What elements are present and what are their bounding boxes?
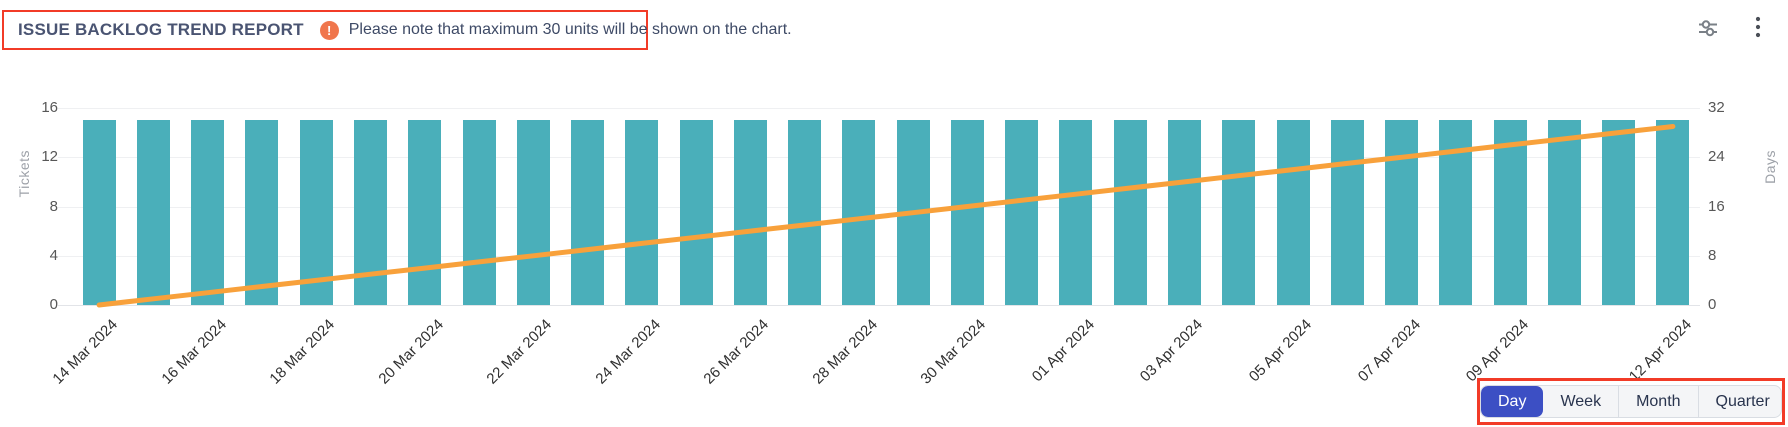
bar	[1276, 120, 1310, 305]
left-axis-tick-label: 8	[49, 197, 58, 215]
bar	[950, 120, 984, 305]
bar	[1167, 120, 1201, 305]
chart-toolbar	[1694, 14, 1772, 42]
bar	[462, 120, 496, 305]
bar	[571, 120, 605, 305]
period-switcher: Day Week Month Quarter	[1480, 385, 1782, 418]
period-button-day[interactable]: Day	[1481, 386, 1544, 417]
right-axis-tick-label: 8	[1708, 246, 1717, 264]
bar	[842, 120, 876, 305]
x-axis-tick-label: 20 Mar 2024	[375, 316, 447, 388]
bar	[788, 120, 822, 305]
bar	[896, 120, 930, 305]
right-axis-tick-label: 16	[1708, 197, 1725, 215]
x-axis-tick-label: 01 Apr 2024	[1028, 316, 1098, 386]
period-button-month[interactable]: Month	[1618, 386, 1697, 417]
kebab-menu-icon[interactable]	[1744, 14, 1772, 42]
x-axis-tick-label: 12 Apr 2024	[1625, 316, 1695, 386]
bar	[1005, 120, 1039, 305]
bar	[82, 120, 116, 305]
bar	[1602, 120, 1636, 305]
x-axis-tick-label: 16 Mar 2024	[158, 316, 230, 388]
right-axis-tick-label: 0	[1708, 296, 1717, 313]
bar	[245, 120, 279, 305]
bar	[1439, 120, 1473, 305]
bar	[733, 120, 767, 305]
annotation-box-period-switcher: Day Week Month Quarter	[1477, 378, 1785, 425]
period-button-quarter[interactable]: Quarter	[1697, 386, 1781, 417]
bar	[1059, 120, 1093, 305]
bar	[1113, 120, 1147, 305]
bar	[516, 120, 550, 305]
left-axis-tick-label: 0	[49, 296, 58, 313]
right-axis-title: Days	[1762, 150, 1778, 184]
x-axis-line	[58, 305, 1700, 306]
bar	[1656, 120, 1690, 305]
x-axis-tick-label: 26 Mar 2024	[700, 316, 773, 388]
left-axis-tick-label: 4	[49, 246, 58, 264]
filter-sliders-icon[interactable]	[1694, 14, 1722, 42]
bar	[625, 120, 659, 305]
bar	[191, 120, 225, 305]
chart-limit-note: Please note that maximum 30 units will b…	[348, 21, 792, 38]
bar	[1547, 120, 1581, 305]
x-axis-tick-label: 18 Mar 2024	[266, 316, 339, 388]
bar	[1493, 120, 1527, 305]
left-axis-tick-label: 12	[41, 148, 58, 166]
x-axis-tick-label: 07 Apr 2024	[1354, 316, 1424, 386]
warning-circle-icon: !	[319, 20, 339, 40]
x-axis-tick-label: 05 Apr 2024	[1245, 316, 1316, 386]
x-axis-tick-label: 24 Mar 2024	[592, 316, 664, 388]
left-axis-title: Tickets	[16, 150, 32, 198]
gridline	[58, 108, 1700, 109]
bar	[353, 120, 387, 305]
bar	[136, 120, 170, 305]
left-axis-tick-label: 16	[41, 99, 58, 116]
annotation-box-header: ISSUE BACKLOG TREND REPORT ! Please note…	[2, 10, 792, 50]
right-axis-tick-label: 32	[1708, 99, 1725, 116]
x-axis-tick-label: 14 Mar 2024	[49, 316, 122, 388]
x-axis-tick-label: 28 Mar 2024	[809, 316, 881, 388]
period-button-week[interactable]: Week	[1543, 386, 1618, 417]
x-axis-tick-label: 03 Apr 2024	[1137, 316, 1207, 386]
bar	[299, 120, 333, 305]
x-axis-tick-label: 22 Mar 2024	[483, 316, 556, 388]
right-axis-tick-label: 24	[1708, 148, 1725, 166]
x-axis-tick-label: 09 Apr 2024	[1462, 316, 1533, 386]
bar	[679, 120, 713, 305]
bar	[1330, 120, 1364, 305]
x-axis-tick-label: 30 Mar 2024	[917, 316, 990, 388]
bar	[408, 120, 442, 305]
bar	[1222, 120, 1256, 305]
bar	[1385, 120, 1419, 305]
page-title: ISSUE BACKLOG TREND REPORT	[18, 20, 304, 39]
